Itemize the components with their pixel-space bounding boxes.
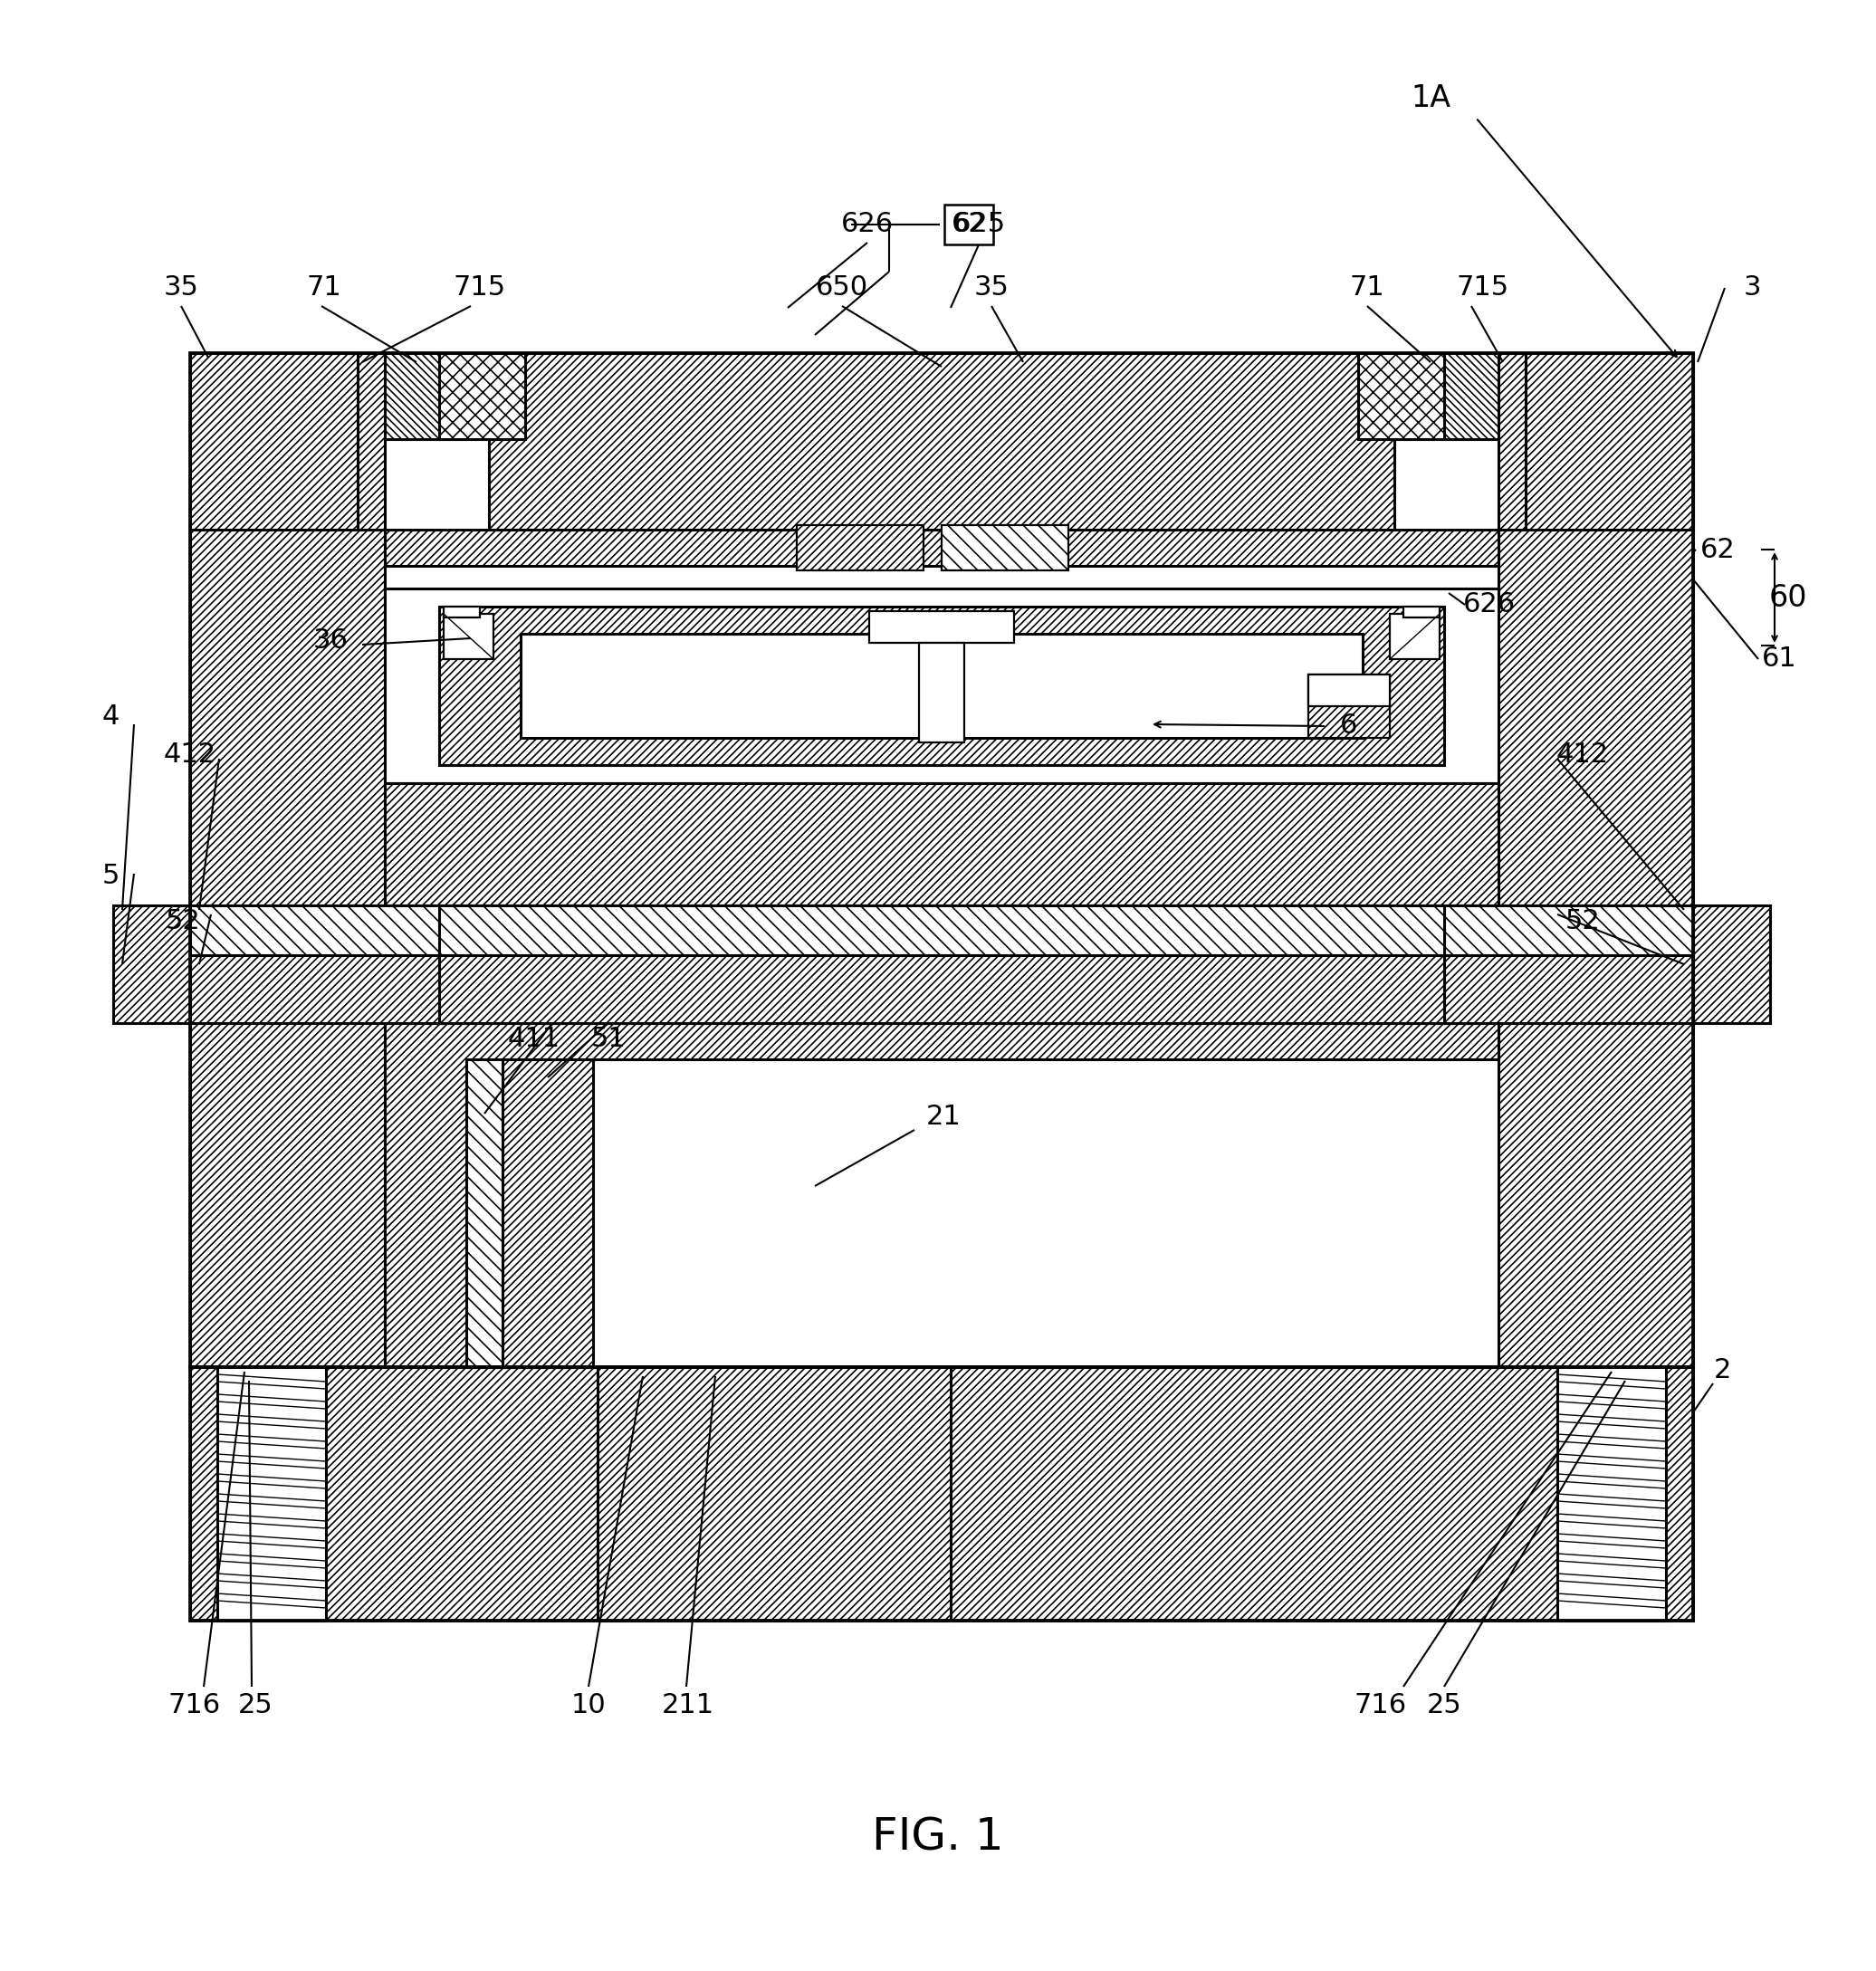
Bar: [385, 566, 1499, 589]
Text: 36: 36: [313, 629, 349, 654]
Polygon shape: [1358, 353, 1445, 440]
Text: 411: 411: [508, 1027, 561, 1053]
Text: 35: 35: [974, 274, 1009, 302]
Bar: [439, 607, 1445, 765]
Text: 71: 71: [1349, 274, 1384, 302]
Text: 211: 211: [662, 1691, 715, 1719]
Bar: [385, 782, 1499, 905]
Bar: [439, 956, 1445, 1023]
Text: 62: 62: [1700, 536, 1735, 562]
Bar: [797, 524, 923, 570]
Bar: [189, 1368, 1694, 1620]
Bar: [1403, 607, 1439, 617]
Text: 6: 6: [1339, 714, 1358, 739]
Text: 4: 4: [101, 704, 120, 729]
Text: 716: 716: [1354, 1691, 1407, 1719]
Text: 52: 52: [1565, 909, 1600, 934]
Bar: [385, 530, 1499, 566]
Text: 21: 21: [927, 1104, 961, 1129]
Bar: [1390, 613, 1439, 658]
Text: 62: 62: [951, 211, 987, 238]
Bar: [443, 613, 493, 658]
Text: 10: 10: [570, 1691, 606, 1719]
Bar: [189, 353, 385, 1368]
Bar: [1394, 440, 1499, 530]
Bar: [113, 905, 189, 1023]
Bar: [385, 1023, 1499, 1368]
Bar: [1308, 674, 1390, 706]
Text: 3: 3: [1743, 274, 1762, 302]
Text: 2: 2: [1713, 1356, 1732, 1384]
Bar: [218, 1368, 326, 1620]
Text: 716: 716: [169, 1691, 221, 1719]
Bar: [1445, 956, 1694, 1023]
Bar: [598, 1368, 951, 1620]
Text: 25: 25: [1426, 1691, 1461, 1719]
Text: 25: 25: [238, 1691, 272, 1719]
Bar: [503, 1058, 593, 1368]
Text: 60: 60: [1769, 583, 1807, 613]
Text: 715: 715: [1458, 274, 1510, 302]
Bar: [1445, 353, 1499, 440]
Bar: [467, 1058, 503, 1368]
Text: 51: 51: [591, 1027, 627, 1053]
Bar: [358, 353, 385, 530]
Bar: [1499, 353, 1694, 1368]
Bar: [522, 635, 1362, 737]
Bar: [189, 353, 1694, 530]
Bar: [439, 905, 1445, 956]
Bar: [1445, 905, 1694, 956]
Bar: [385, 440, 490, 530]
Text: 625: 625: [953, 211, 1006, 238]
Bar: [189, 905, 439, 956]
Bar: [869, 611, 1015, 643]
Bar: [385, 905, 1499, 1023]
Bar: [919, 643, 964, 743]
Text: 626: 626: [840, 211, 893, 238]
Bar: [1308, 674, 1390, 737]
Bar: [1557, 1368, 1666, 1620]
Bar: [443, 607, 480, 617]
Text: FIG. 1: FIG. 1: [872, 1815, 1004, 1861]
Text: 5: 5: [101, 863, 120, 889]
Bar: [189, 1368, 1694, 1620]
Text: 412: 412: [163, 741, 216, 767]
Text: 650: 650: [816, 274, 869, 302]
Text: 35: 35: [163, 274, 199, 302]
Text: 71: 71: [306, 274, 341, 302]
Text: 715: 715: [454, 274, 507, 302]
Text: 1A: 1A: [1411, 83, 1450, 112]
Bar: [942, 524, 1067, 570]
Bar: [189, 353, 1694, 1368]
Bar: [189, 956, 439, 1023]
Bar: [385, 353, 439, 440]
Polygon shape: [439, 353, 525, 440]
Text: 412: 412: [1557, 741, 1610, 767]
Bar: [1499, 353, 1525, 530]
Text: 52: 52: [165, 909, 201, 934]
Bar: [503, 1058, 1499, 1368]
Text: 61: 61: [1762, 646, 1797, 672]
Text: 626: 626: [1463, 591, 1516, 619]
Bar: [385, 589, 1499, 782]
Bar: [1694, 905, 1771, 1023]
